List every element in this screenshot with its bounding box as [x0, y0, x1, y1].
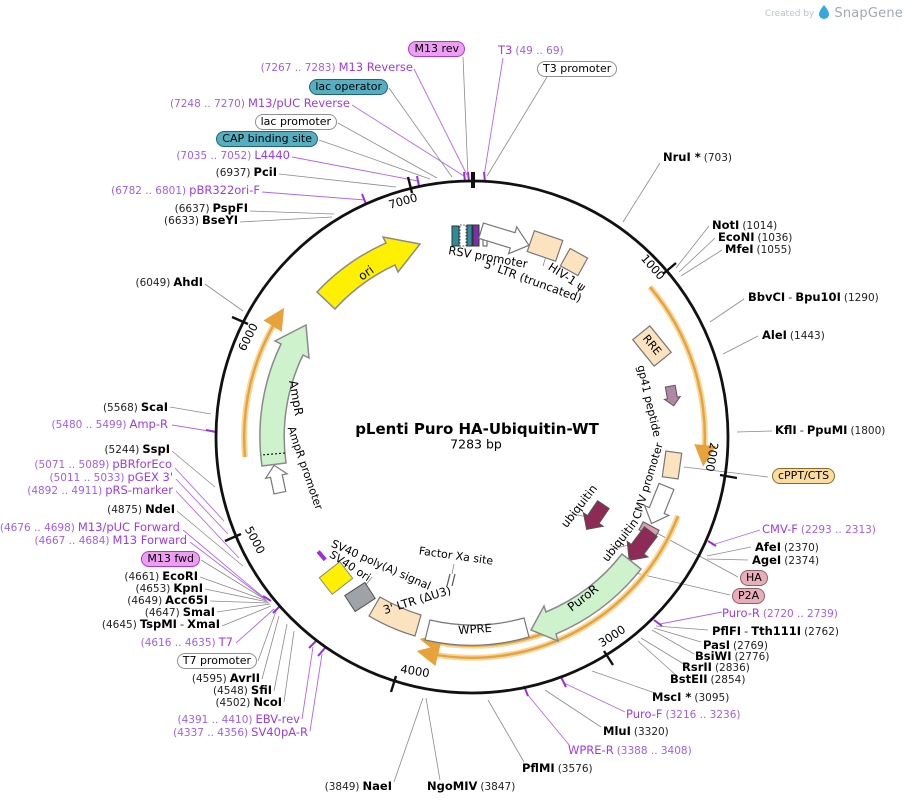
site-label-pflmi[interactable]: PflMI (3576) — [522, 761, 593, 776]
origin-tick — [471, 172, 475, 188]
primer-label-amp-r[interactable]: (5480 .. 5499) Amp-R — [51, 417, 168, 432]
primer-label-t3[interactable]: T3 (49 .. 69) — [498, 43, 564, 58]
primer-label-cmv-f[interactable]: CMV-F (2293 .. 2313) — [762, 522, 876, 537]
primer-label-m13puc-reverse[interactable]: (7248 .. 7270) M13/pUC Reverse — [169, 96, 350, 111]
site-label-nrui[interactable]: NruI * (703) — [663, 150, 733, 165]
ubiquitin-arrow-1[interactable] — [577, 498, 614, 536]
site-label-pflfi-tth111i[interactable]: PflFI - Tth111I (2762) — [712, 624, 839, 639]
site-label-smai[interactable]: (4647) SmaI — [144, 605, 215, 620]
primer-label-prs-marker[interactable]: (4892 .. 4911) pRS-marker — [27, 483, 173, 498]
site-label-ecori[interactable]: (4661) EcoRI — [124, 569, 198, 584]
factor-xa-mark — [446, 573, 456, 587]
site-label-kfli-ppumi[interactable]: KflI - PpuMI (1800) — [775, 423, 886, 438]
primer-label-puro-f[interactable]: Puro-F (3216 .. 3236) — [626, 707, 741, 722]
pill-m13-fwd[interactable]: M13 fwd — [141, 551, 200, 567]
plasmid-size: 7283 bp — [450, 436, 502, 452]
kilobase-ticks — [224, 176, 738, 693]
site-label-econi[interactable]: EcoNI (1036) — [718, 230, 793, 245]
site-label-ahdi[interactable]: (6049) AhdI — [135, 275, 203, 290]
cppt-cts-box[interactable] — [661, 450, 683, 480]
primer-label-sv40pa-r[interactable]: (4337 .. 4356) SV40pA-R — [173, 725, 308, 740]
site-label-sfii[interactable]: (4548) SfiI — [212, 683, 272, 698]
site-label-alei[interactable]: AleI (1443) — [762, 328, 825, 343]
pill-t3-promoter[interactable]: T3 promoter — [537, 61, 618, 77]
site-label-ngomiv[interactable]: NgoMIV (3847) — [427, 779, 516, 794]
primer-label-pbr322ori-f[interactable]: (6782 .. 6801) pBR322ori-F — [111, 183, 260, 198]
primer-label-m13-forward[interactable]: (4667 .. 4684) M13 Forward — [34, 533, 187, 548]
site-label-bbvci-bpu10i[interactable]: BbvCI - Bpu10I (1290) — [748, 290, 879, 305]
site-label-bsiwi[interactable]: BsiWI (2776) — [695, 649, 770, 664]
gp41-peptide-arrow[interactable] — [662, 384, 682, 407]
plasmid-title: pLenti Puro HA-Ubiquitin-WT — [355, 420, 599, 438]
ltr5-arrow[interactable] — [477, 217, 533, 258]
site-label-bseyi[interactable]: (6633) BseYI — [164, 213, 238, 228]
primer-label-pbrforeco[interactable]: (5071 .. 5089) pBRforEco — [34, 457, 172, 472]
site-label-mfei[interactable]: MfeI (1055) — [725, 242, 792, 257]
pill-ha[interactable]: HA — [740, 570, 768, 586]
snapgene-watermark: Created by SnapGene — [765, 4, 903, 23]
pill-lac-operator[interactable]: lac operator — [309, 79, 388, 95]
site-label-pasi[interactable]: PasI (2769) — [703, 638, 768, 653]
site-label-ncoi[interactable]: (4502) NcoI — [215, 695, 282, 710]
site-label-rsrii[interactable]: RsrII (2836) — [682, 660, 750, 675]
pill-cap-binding-site[interactable]: CAP binding site — [216, 131, 318, 147]
ori-arrow[interactable] — [315, 235, 422, 311]
site-label-scai[interactable]: (5568) ScaI — [102, 400, 168, 415]
cmv-promoter-arrow[interactable] — [639, 482, 678, 529]
sv40-polya-box[interactable] — [344, 581, 376, 613]
site-label-ndei[interactable]: (4875) NdeI — [107, 502, 175, 517]
site-label-naei[interactable]: (3849) NaeI — [324, 779, 392, 794]
site-label-msci[interactable]: MscI * (3095) — [652, 690, 730, 705]
hiv1-psi-box-2[interactable] — [559, 247, 589, 277]
site-label-kpni[interactable]: (4653) KpnI — [135, 581, 203, 596]
watermark-created-by: Created by — [764, 8, 815, 19]
site-label-afei[interactable]: AfeI (2370) — [755, 540, 819, 555]
ltr3-band[interactable] — [368, 596, 422, 637]
snapgene-logo-icon — [819, 4, 830, 23]
pill-m13-rev[interactable]: M13 rev — [408, 41, 465, 57]
primer-label-l4440[interactable]: (7035 .. 7052) L4440 — [176, 148, 290, 163]
pill-cppt-cts[interactable]: cPPT/CTS — [772, 468, 836, 484]
site-label-mlui[interactable]: MluI (3320) — [603, 724, 669, 739]
ampr-promoter-arrow[interactable] — [263, 463, 290, 495]
primer-label-puro-r[interactable]: Puro-R (2720 .. 2739) — [722, 606, 838, 621]
pill-p2a[interactable]: P2A — [732, 588, 766, 604]
site-label-noti[interactable]: NotI (1014) — [712, 218, 778, 233]
sv40-primer-mark — [316, 550, 327, 562]
site-label-bsteii[interactable]: BstEII (2854) — [670, 672, 746, 687]
site-label-agei[interactable]: AgeI (2374) — [752, 553, 820, 568]
site-label-pspfi[interactable]: (6637) PspFI — [174, 201, 248, 216]
primer-ticks — [205, 171, 717, 697]
pill-t7-promoter[interactable]: T7 promoter — [176, 653, 257, 669]
site-label-tspmi-xmai[interactable]: (4645) TspMI - XmaI — [101, 617, 220, 632]
rre-box[interactable] — [631, 325, 673, 367]
wpre-band[interactable] — [424, 617, 530, 646]
puror-arrow[interactable] — [529, 552, 643, 643]
sv40-ori-box[interactable] — [318, 561, 354, 595]
leader-lines-purple — [171, 57, 761, 747]
primer-label-wpre-r[interactable]: WPRE-R (3388 .. 3408) — [568, 743, 692, 758]
ubiquitin-arrow-2[interactable] — [619, 524, 661, 568]
hiv1-psi-box-1[interactable] — [526, 229, 564, 263]
pill-lac-promoter[interactable]: lac promoter — [254, 114, 337, 130]
primer-label-pgex-3[interactable]: (5011 .. 5033) pGEX 3' — [49, 470, 174, 485]
primer-label-m13puc-forward[interactable]: (4676 .. 4698) M13/pUC Forward — [0, 520, 180, 535]
leader-lines-gray — [169, 56, 773, 783]
ampr-arrow[interactable] — [259, 323, 310, 467]
site-label-acc65i[interactable]: (4649) Acc65I — [127, 593, 208, 608]
site-label-sspi[interactable]: (5244) SspI — [104, 442, 170, 457]
watermark-brand: SnapGene — [834, 6, 903, 21]
primer-label-ebv-rev[interactable]: (4391 .. 4410) EBV-rev — [177, 712, 300, 727]
site-label-pcii[interactable]: (6937) PciI — [215, 165, 277, 180]
primer-label-m13-reverse[interactable]: (7267 .. 7283) M13 Reverse — [260, 60, 413, 75]
ampr-boundary-dash — [260, 452, 286, 456]
feature-label-wpre[interactable]: WPRE — [457, 620, 493, 638]
primer-label-t7[interactable]: (4616 .. 4635) T7 — [140, 635, 233, 650]
site-label-avrii[interactable]: (4595) AvrII — [191, 671, 260, 686]
